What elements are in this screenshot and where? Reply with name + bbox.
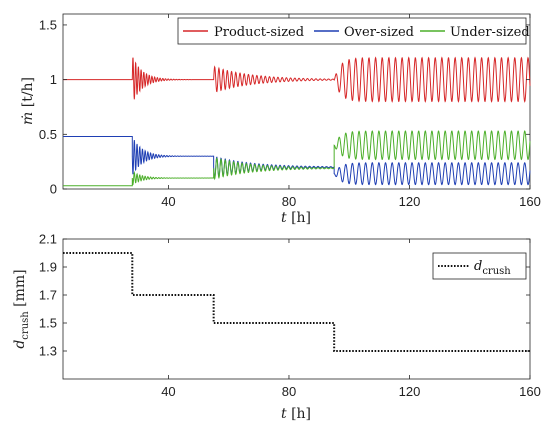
y-tick-label: 0.5	[39, 127, 57, 142]
bottom-x-label: t [h]	[281, 406, 311, 422]
top-legend-box	[177, 17, 527, 45]
bottom-axes-box	[62, 238, 531, 380]
x-tick-label: 80	[282, 194, 296, 209]
x-tick-label: 80	[282, 384, 296, 399]
x-tick-label: 160	[519, 194, 541, 209]
x-tick-label: 120	[399, 194, 421, 209]
x-tick-label: 120	[399, 384, 421, 399]
series-line-over-sized	[63, 136, 531, 186]
legend-label-under: Under-sized	[450, 25, 530, 40]
top-axes-box	[62, 13, 531, 190]
top-y-label: ṁ [t/h]	[20, 77, 36, 125]
y-tick-label: 1.9	[39, 260, 57, 275]
top-series-lines	[63, 56, 531, 187]
y-tick-label: 1.3	[39, 344, 57, 359]
top-legend: Product-sized Over-sized Under-sized	[177, 17, 530, 45]
top-ticks: 40 80 120 160 0 0.5 1 1.5	[39, 14, 541, 209]
bottom-legend: dcrush	[432, 252, 527, 280]
legend-label-product: Product-sized	[214, 25, 304, 40]
series-line-product-sized	[63, 56, 531, 103]
y-tick-label: 1.5	[39, 17, 57, 32]
bottom-panel: 40 80 120 160 1.3 1.5 1.7 1.9 2.1 dcrush [mm] t …	[12, 232, 541, 423]
y-tick-label: 2.1	[39, 232, 57, 247]
x-tick-label: 160	[519, 384, 541, 399]
y-tick-label: 0	[50, 182, 57, 197]
y-tick-label: 1	[50, 72, 57, 87]
x-tick-label: 40	[161, 384, 175, 399]
legend-label-over: Over-sized	[344, 25, 414, 40]
y-tick-label: 1.5	[39, 316, 57, 331]
x-tick-label: 40	[161, 194, 175, 209]
top-panel: 40 80 120 160 0 0.5 1 1.5 ṁ [t/h] t [h] Product…	[20, 13, 541, 226]
bottom-ticks: 40 80 120 160 1.3 1.5 1.7 1.9 2.1	[39, 232, 541, 400]
legend-label-dcrush: dcrush	[474, 259, 511, 277]
top-x-label: t [h]	[281, 210, 311, 226]
series-line-under-sized	[63, 130, 531, 187]
bottom-y-label: dcrush [mm]	[12, 269, 31, 348]
y-tick-label: 1.7	[39, 288, 57, 303]
